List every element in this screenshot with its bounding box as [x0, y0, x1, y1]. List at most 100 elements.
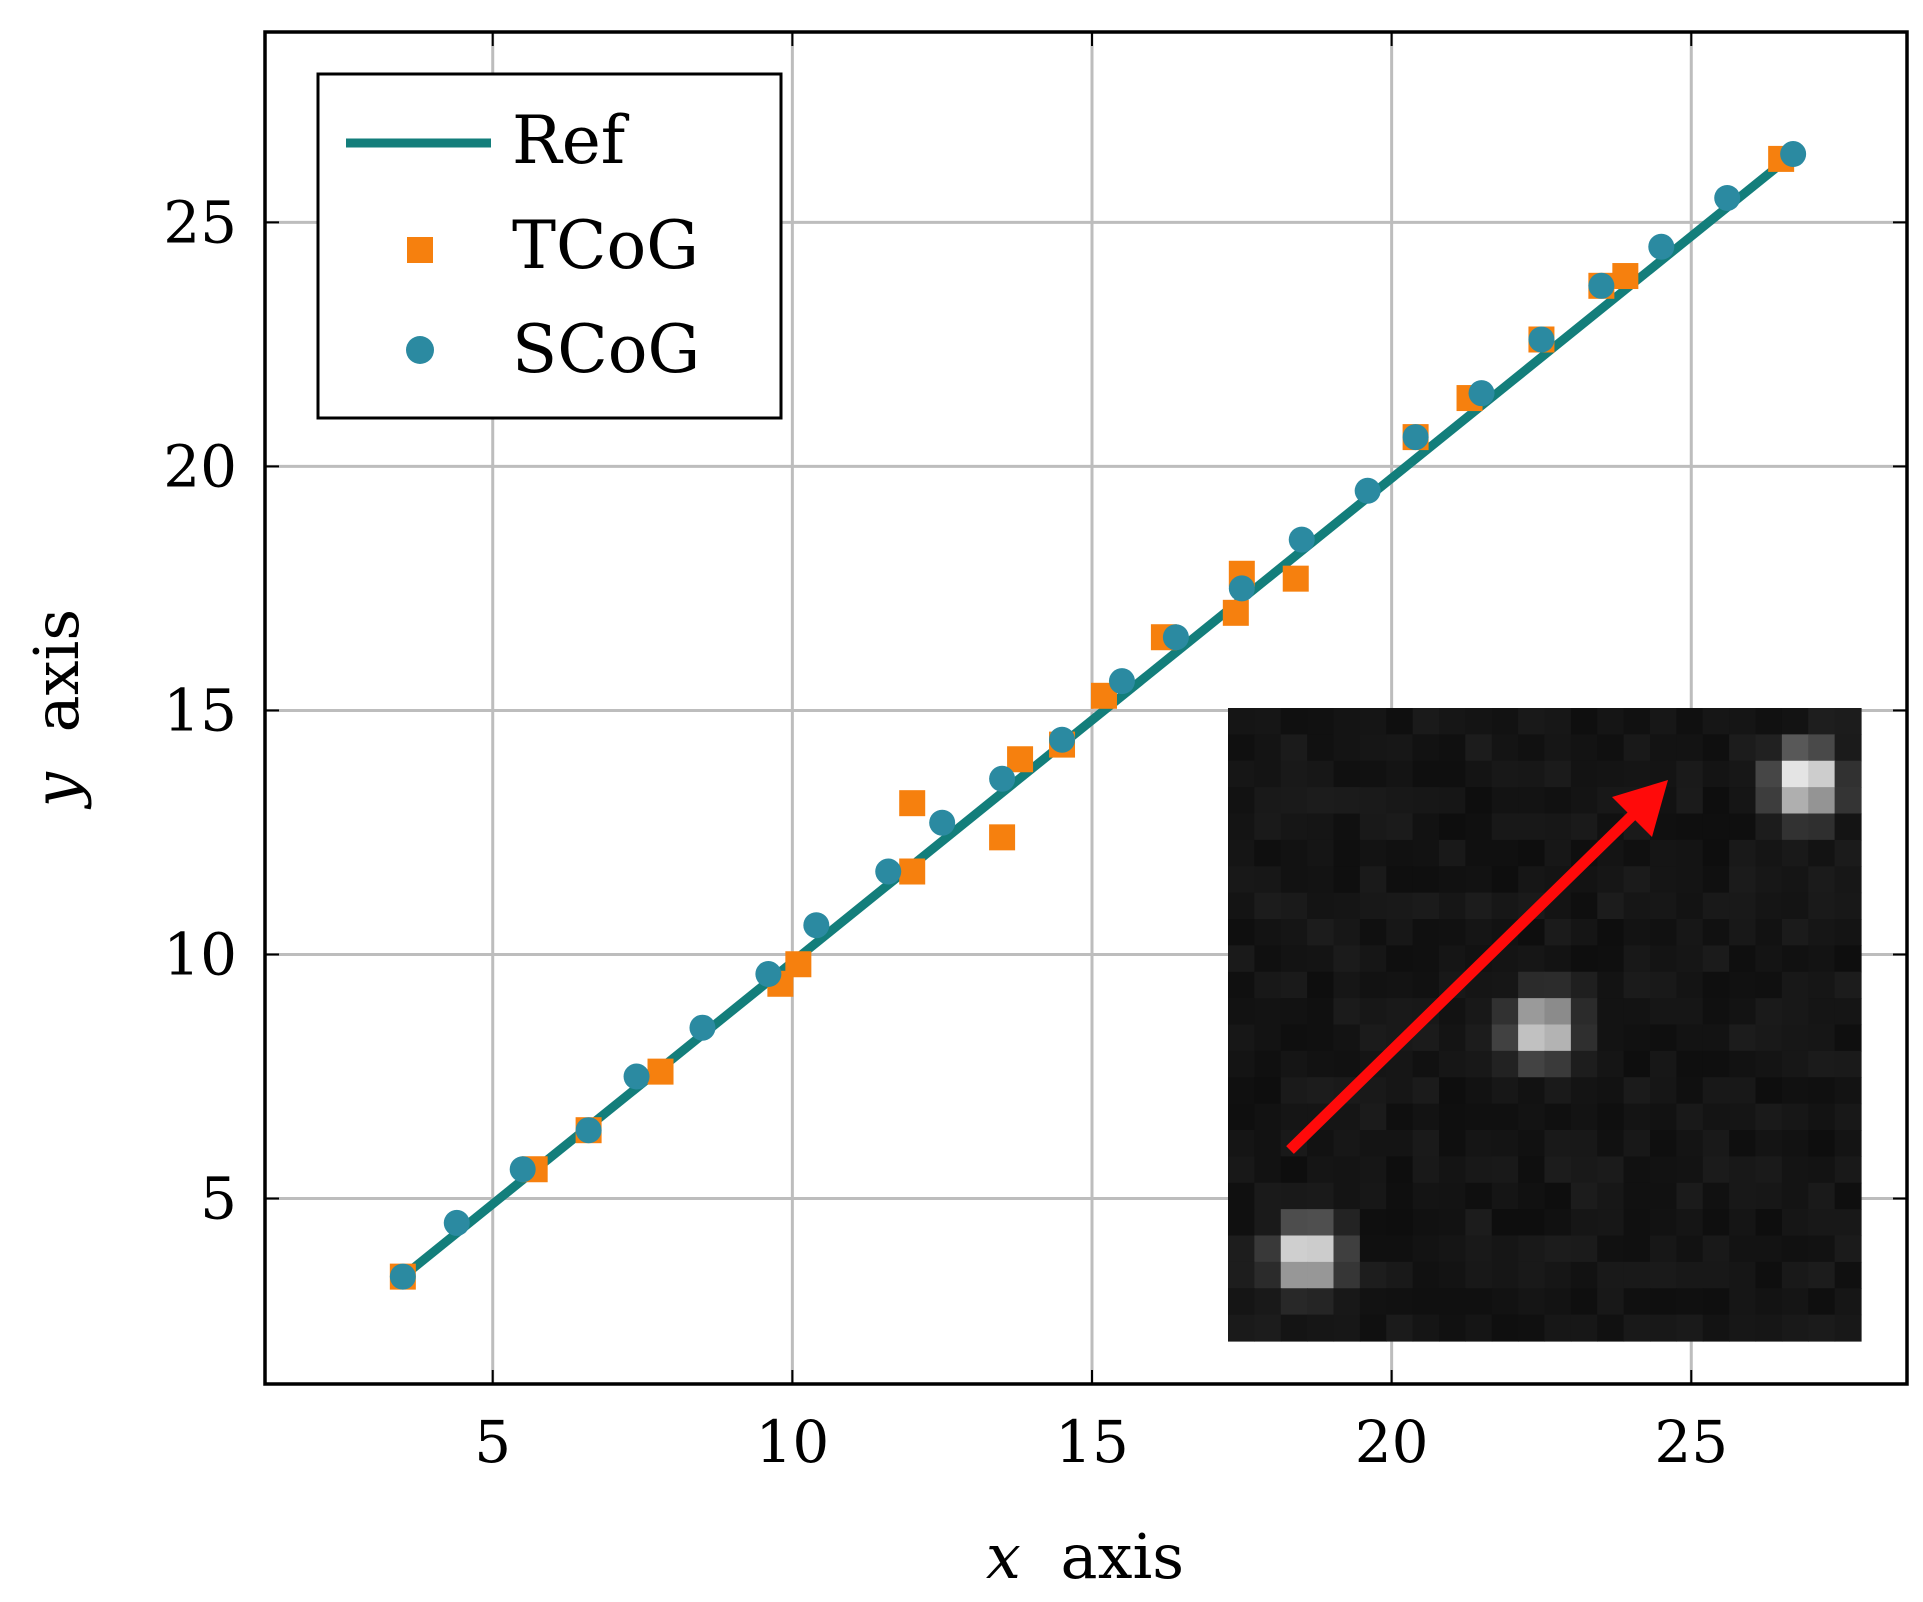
scog-point	[989, 765, 1016, 792]
inset-pixel	[1491, 813, 1519, 841]
inset-pixel	[1597, 734, 1625, 762]
inset-pixel	[1307, 708, 1335, 735]
inset-pixel	[1307, 919, 1335, 946]
inset-pixel	[1518, 839, 1546, 867]
inset-pixel	[1228, 734, 1255, 762]
inset-pixel	[1491, 787, 1519, 815]
inset-pixel	[1228, 866, 1255, 894]
inset-pixel	[1465, 734, 1493, 762]
inset-pixel	[1280, 866, 1308, 894]
inset-pixel	[1491, 971, 1519, 999]
inset-pixel	[1808, 1209, 1836, 1237]
inset-pixel	[1755, 1261, 1783, 1289]
inset-pixel	[1439, 919, 1466, 946]
inset-pixel	[1597, 1182, 1625, 1210]
inset-pixel	[1439, 1261, 1466, 1289]
inset-pixel	[1597, 945, 1625, 973]
inset-pixel	[1597, 1024, 1625, 1052]
inset-pixel	[1597, 998, 1625, 1026]
legend-ref-label: Ref	[512, 102, 630, 179]
inset-pixel	[1570, 1314, 1598, 1342]
inset-pixel	[1755, 1130, 1783, 1157]
inset-pixel	[1333, 998, 1361, 1026]
inset-pixel	[1386, 945, 1414, 973]
inset-pixel	[1808, 1103, 1836, 1131]
inset-pixel	[1676, 998, 1704, 1026]
inset-pixel	[1781, 1156, 1809, 1184]
inset-pixel	[1412, 1288, 1440, 1316]
inset-pixel	[1465, 998, 1493, 1026]
inset-pixel	[1544, 1261, 1572, 1289]
inset-pixel	[1518, 1288, 1546, 1316]
inset-pixel	[1518, 1130, 1546, 1157]
inset-pixel	[1702, 892, 1730, 920]
inset-pixel	[1333, 1024, 1361, 1052]
inset-pixel	[1307, 998, 1335, 1026]
inset-pixel	[1412, 1182, 1440, 1210]
scog-point	[623, 1063, 650, 1090]
inset-pixel	[1386, 839, 1414, 867]
inset-pixel	[1439, 1050, 1466, 1078]
inset-pixel	[1729, 1182, 1757, 1210]
inset-pixel	[1834, 1182, 1862, 1210]
legend: Ref TCoG SCoG	[316, 72, 783, 420]
inset-pixel	[1333, 1156, 1361, 1184]
inset-pixel	[1254, 787, 1282, 815]
inset-pixel	[1834, 892, 1862, 920]
inset-pixel	[1570, 1288, 1598, 1316]
inset-pixel	[1228, 760, 1255, 788]
inset-pixel	[1729, 892, 1757, 920]
inset-pixel	[1280, 945, 1308, 973]
inset-pixel	[1518, 787, 1546, 815]
inset-pixel	[1676, 734, 1704, 762]
inset-pixel	[1228, 1024, 1255, 1052]
inset-pixel	[1439, 839, 1466, 867]
y-tick-label: 20	[163, 432, 237, 500]
inset-pixel	[1808, 1288, 1836, 1316]
inset-pixel	[1597, 1077, 1625, 1105]
inset-pixel	[1307, 1156, 1335, 1184]
inset-pixel	[1307, 866, 1335, 894]
inset-pixel	[1359, 1288, 1387, 1316]
inset-pixel	[1676, 1156, 1704, 1184]
inset-pixel	[1333, 813, 1361, 841]
inset-pixel	[1280, 839, 1308, 867]
inset-pixel	[1254, 945, 1282, 973]
inset-pixel	[1280, 1103, 1308, 1131]
legend-scog-label: SCoG	[512, 311, 700, 388]
inset-pixel	[1676, 708, 1704, 735]
inset-pixel	[1755, 919, 1783, 946]
inset-pixel	[1228, 1156, 1255, 1184]
inset-pixel	[1597, 892, 1625, 920]
inset-pixel	[1570, 1024, 1598, 1052]
inset-pixel	[1781, 708, 1809, 735]
inset-pixel	[1412, 1261, 1440, 1289]
inset-pixel	[1570, 813, 1598, 841]
inset-pixel	[1623, 1288, 1651, 1316]
inset-pixel	[1228, 813, 1255, 841]
inset-pixel	[1333, 839, 1361, 867]
inset-pixel	[1755, 1050, 1783, 1078]
inset-pixel	[1729, 1024, 1757, 1052]
inset-pixel	[1491, 1130, 1519, 1157]
inset-pixel	[1386, 892, 1414, 920]
inset-pixel	[1359, 1314, 1387, 1342]
inset-pixel	[1307, 1182, 1335, 1210]
inset-pixel	[1676, 813, 1704, 841]
inset-pixel	[1650, 708, 1677, 735]
inset-pixel	[1465, 1288, 1493, 1316]
inset-pixel	[1834, 1050, 1862, 1078]
scog-point	[443, 1209, 470, 1236]
inset-pixel	[1386, 919, 1414, 946]
inset-pixel	[1280, 1024, 1308, 1052]
inset-pixel	[1439, 1077, 1466, 1105]
scog-point	[1714, 184, 1741, 211]
inset-pixel	[1307, 787, 1335, 815]
inset-pixel	[1623, 1024, 1651, 1052]
inset-pixel	[1623, 1156, 1651, 1184]
inset-pixel	[1834, 1024, 1862, 1052]
inset-pixel	[1333, 1050, 1361, 1078]
inset-pixel	[1755, 1314, 1783, 1342]
inset-pixel	[1518, 1050, 1546, 1078]
inset-pixel	[1412, 1314, 1440, 1342]
